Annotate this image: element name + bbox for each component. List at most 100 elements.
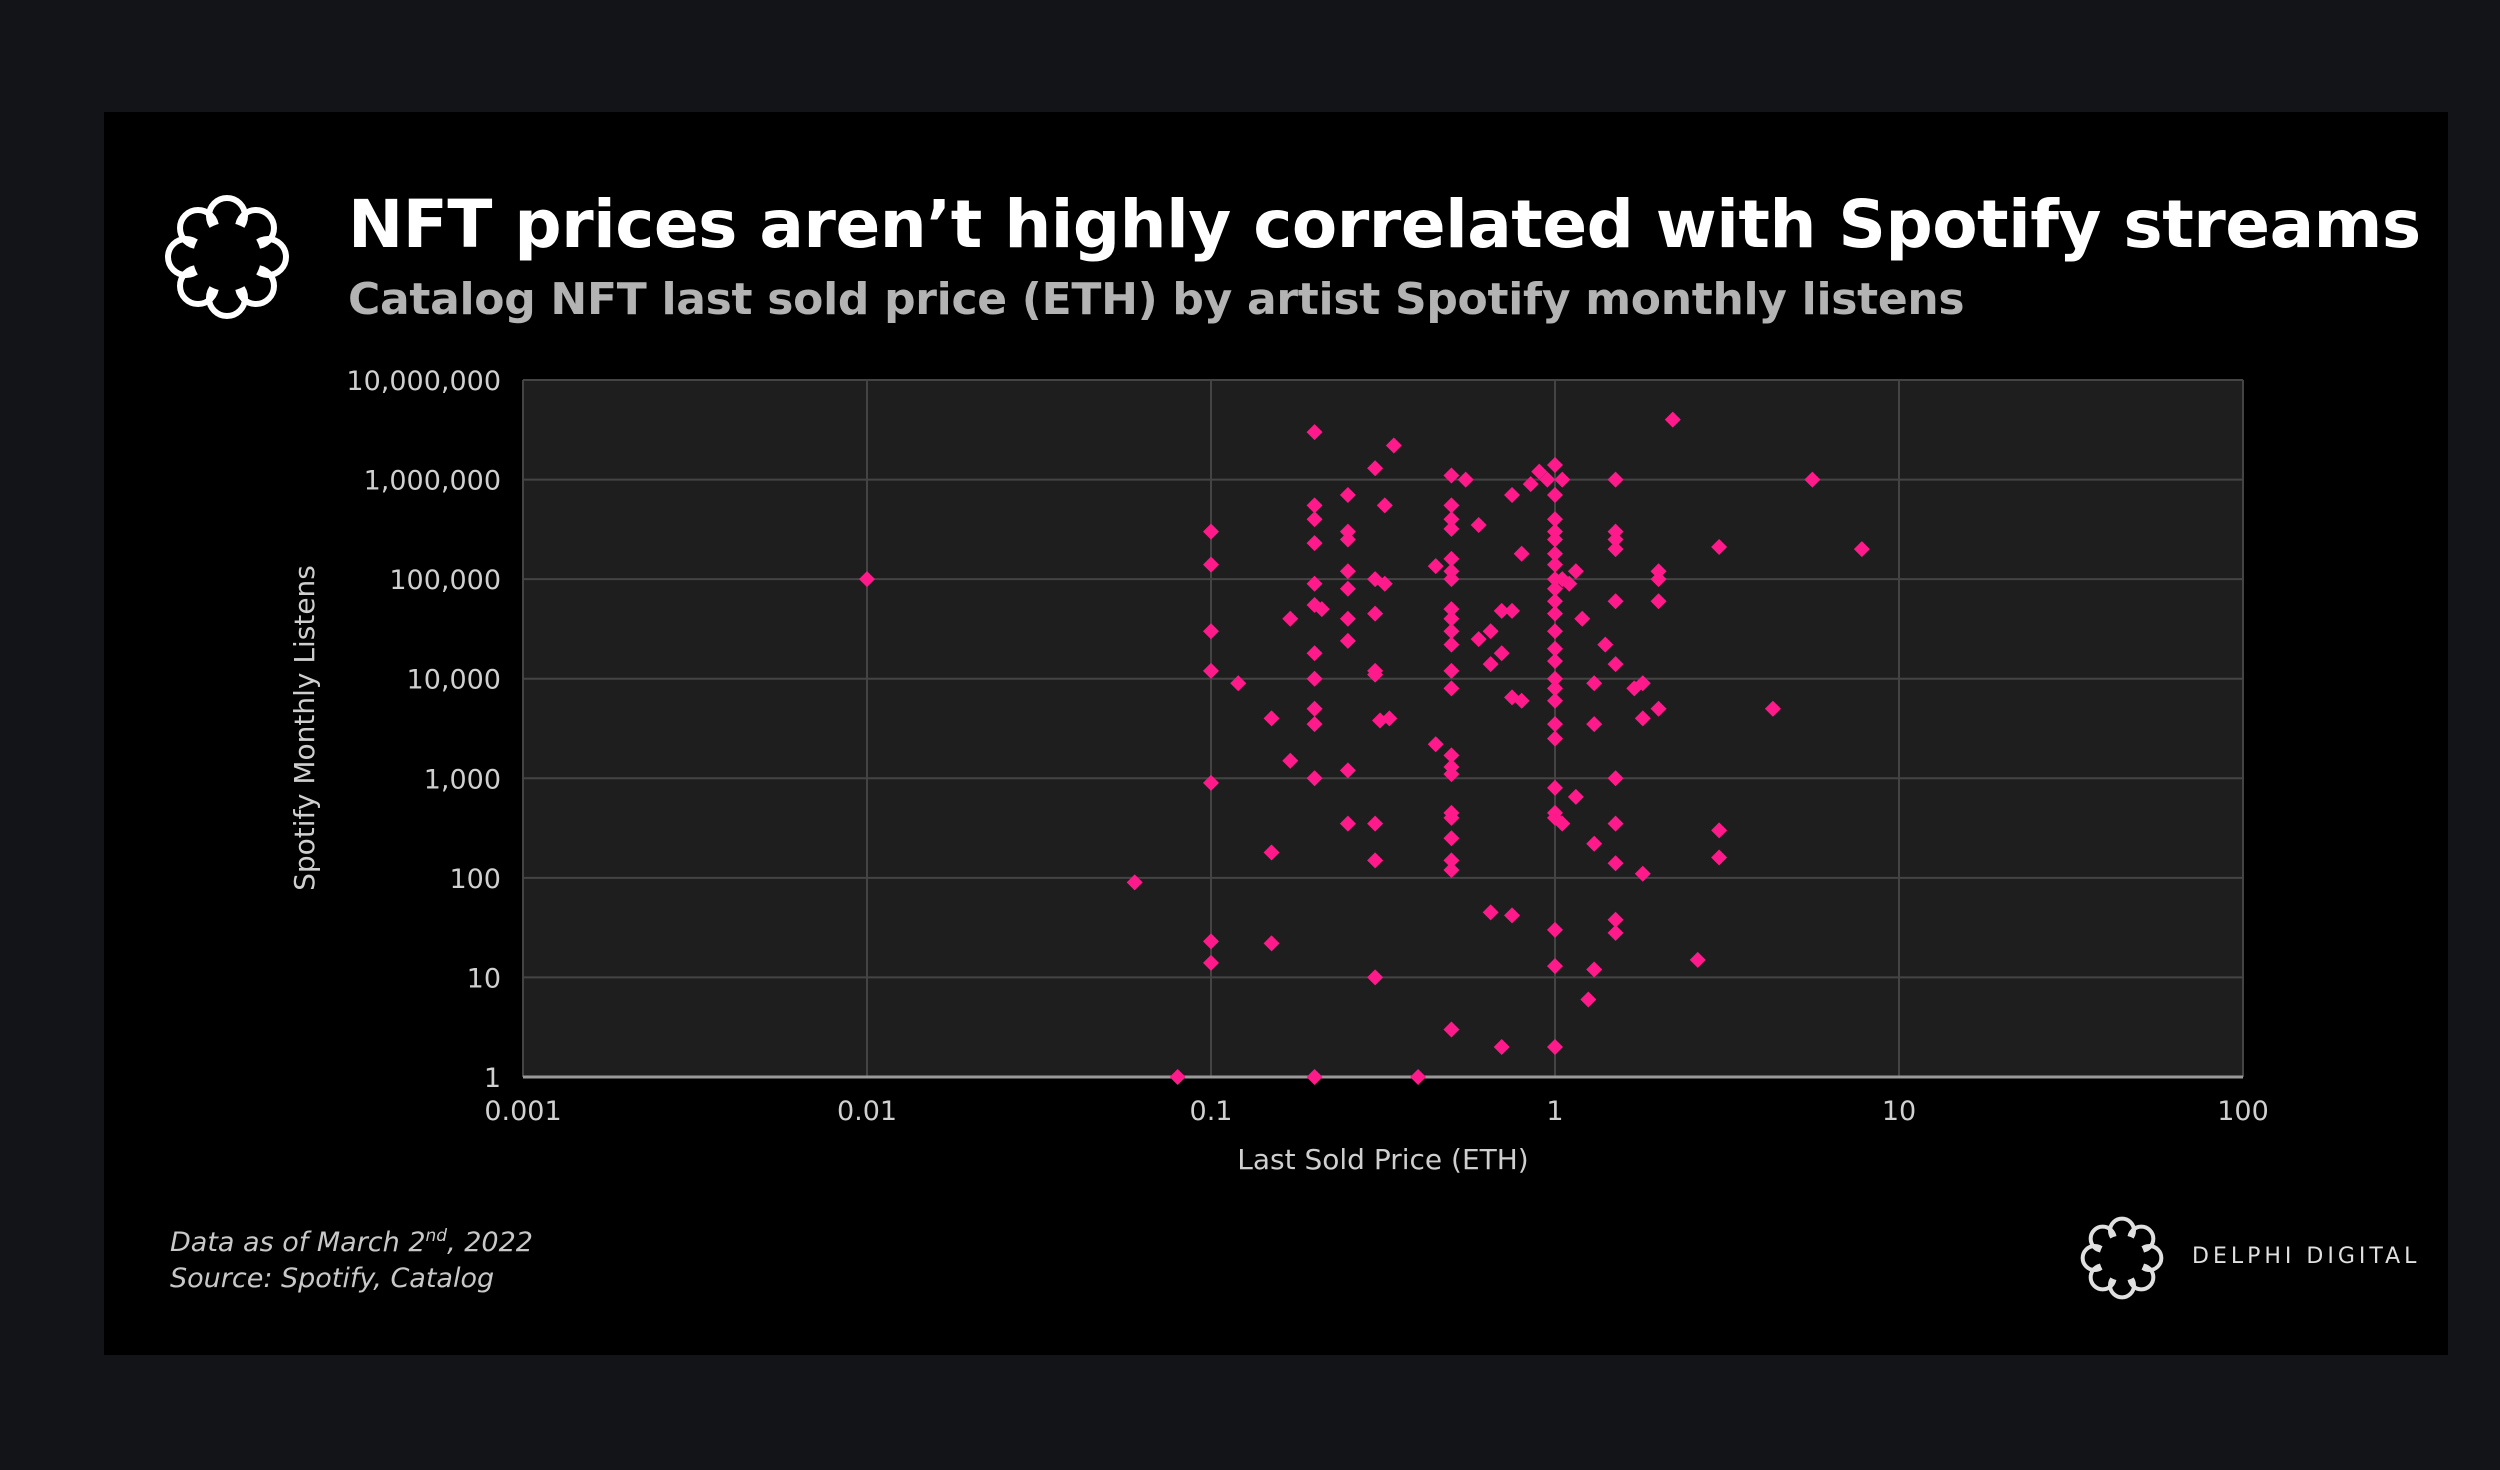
data-point [1427, 558, 1444, 575]
data-point [1580, 991, 1597, 1008]
data-point [1554, 815, 1571, 832]
data-point [1282, 610, 1299, 627]
data-point [1482, 623, 1499, 640]
data-point [1547, 653, 1563, 670]
data-point [1853, 541, 1870, 558]
data-point [1547, 730, 1563, 747]
data-point [1764, 700, 1781, 717]
data-point [1522, 476, 1539, 493]
data-point [1597, 636, 1614, 653]
data-point [1493, 602, 1510, 619]
data-point [1313, 601, 1330, 618]
data-point [1567, 563, 1584, 580]
chart-subtitle: Catalog NFT last sold price (ETH) by art… [348, 274, 1965, 325]
data-point [1493, 645, 1510, 662]
data-point [1567, 788, 1584, 805]
y-tick-label: 1,000,000 [364, 466, 501, 497]
data-point [1586, 675, 1603, 692]
data-point [1306, 497, 1323, 514]
axes: 0.001 0.01 0.1 1 10 100 1 10 100 1,000 10,000 100,0… [346, 366, 2268, 1127]
data-point [1339, 580, 1356, 597]
data-point [1339, 632, 1356, 649]
data-point [1504, 602, 1521, 619]
data-point [1634, 710, 1651, 727]
data-point [1547, 958, 1563, 975]
data-point [1306, 700, 1323, 717]
data-point [1513, 692, 1530, 709]
data-point [1339, 610, 1356, 627]
data-point [1607, 656, 1624, 673]
data-point [1306, 575, 1323, 592]
data-point [1203, 954, 1219, 971]
data-point [1443, 1021, 1460, 1038]
data-point [1443, 571, 1460, 588]
x-tick-label: 0.1 [1190, 1096, 1233, 1127]
data-point [1547, 716, 1563, 733]
data-point [1169, 1069, 1186, 1085]
y-tick-label: 100,000 [389, 565, 501, 596]
data-point [1547, 692, 1563, 709]
x-tick-label: 0.001 [484, 1096, 561, 1127]
chart-card: NFT prices aren’t highly correlated with… [104, 112, 2448, 1355]
data-point [1711, 849, 1728, 866]
source-note: Source: Spotify, Catalog [170, 1263, 495, 1294]
data-point [1443, 520, 1460, 537]
data-point [1306, 670, 1323, 687]
data-point [1203, 623, 1219, 640]
data-point [1376, 497, 1393, 514]
data-point [1443, 662, 1460, 679]
data-point [1470, 631, 1487, 648]
data-point [1306, 770, 1323, 787]
data-point [1443, 623, 1460, 640]
data-point [1547, 457, 1563, 474]
scatter-chart: 0.001 0.01 0.1 1 10 100 1 10 100 1,000 10,000 100,0… [288, 366, 2269, 1176]
data-point [1607, 770, 1624, 787]
data-point [1539, 471, 1556, 488]
data-point [1711, 539, 1728, 556]
data-point [1203, 523, 1219, 540]
data-point [1367, 852, 1384, 869]
data-point [1554, 471, 1571, 488]
data-point [1443, 680, 1460, 697]
data-point [1385, 437, 1402, 454]
data-point [1203, 556, 1219, 573]
data-point [1367, 460, 1384, 477]
data-date-ordinal: nd [425, 1226, 448, 1246]
flower-ring-logo-icon [165, 195, 289, 319]
data-point [1367, 666, 1384, 683]
data-point [1547, 605, 1563, 622]
data-point [1607, 593, 1624, 610]
data-point [1547, 531, 1563, 548]
data-point [1443, 601, 1460, 618]
data-point [1804, 471, 1821, 488]
data-point [1547, 670, 1563, 687]
x-tick-label: 1 [1546, 1096, 1563, 1127]
data-point [1650, 593, 1667, 610]
data-point [1513, 545, 1530, 562]
data-point [1339, 531, 1356, 548]
data-point [1586, 716, 1603, 733]
data-point [1443, 747, 1460, 764]
data-point [1203, 933, 1219, 950]
y-tick-label: 1 [484, 1063, 501, 1094]
data-point [1607, 924, 1624, 941]
data-point [1443, 809, 1460, 826]
data-point [1547, 545, 1563, 562]
data-date-note: Data as of March 2nd, 2022 [170, 1218, 533, 1261]
data-point [1443, 497, 1460, 514]
data-point [1410, 1069, 1427, 1085]
data-point [1427, 736, 1444, 753]
data-point [1443, 511, 1460, 528]
y-tick-label: 10,000,000 [346, 366, 501, 397]
data-point [1339, 486, 1356, 503]
y-tick-label: 10 [467, 963, 501, 994]
data-point [1607, 815, 1624, 832]
plot-area [523, 380, 2243, 1077]
data-point [1230, 675, 1247, 692]
data-point [1547, 1039, 1563, 1056]
data-point [1443, 766, 1460, 783]
data-point [1607, 471, 1624, 488]
data-point [1339, 815, 1356, 832]
flower-ring-logo-icon [2080, 1216, 2164, 1300]
data-point [1547, 680, 1563, 697]
